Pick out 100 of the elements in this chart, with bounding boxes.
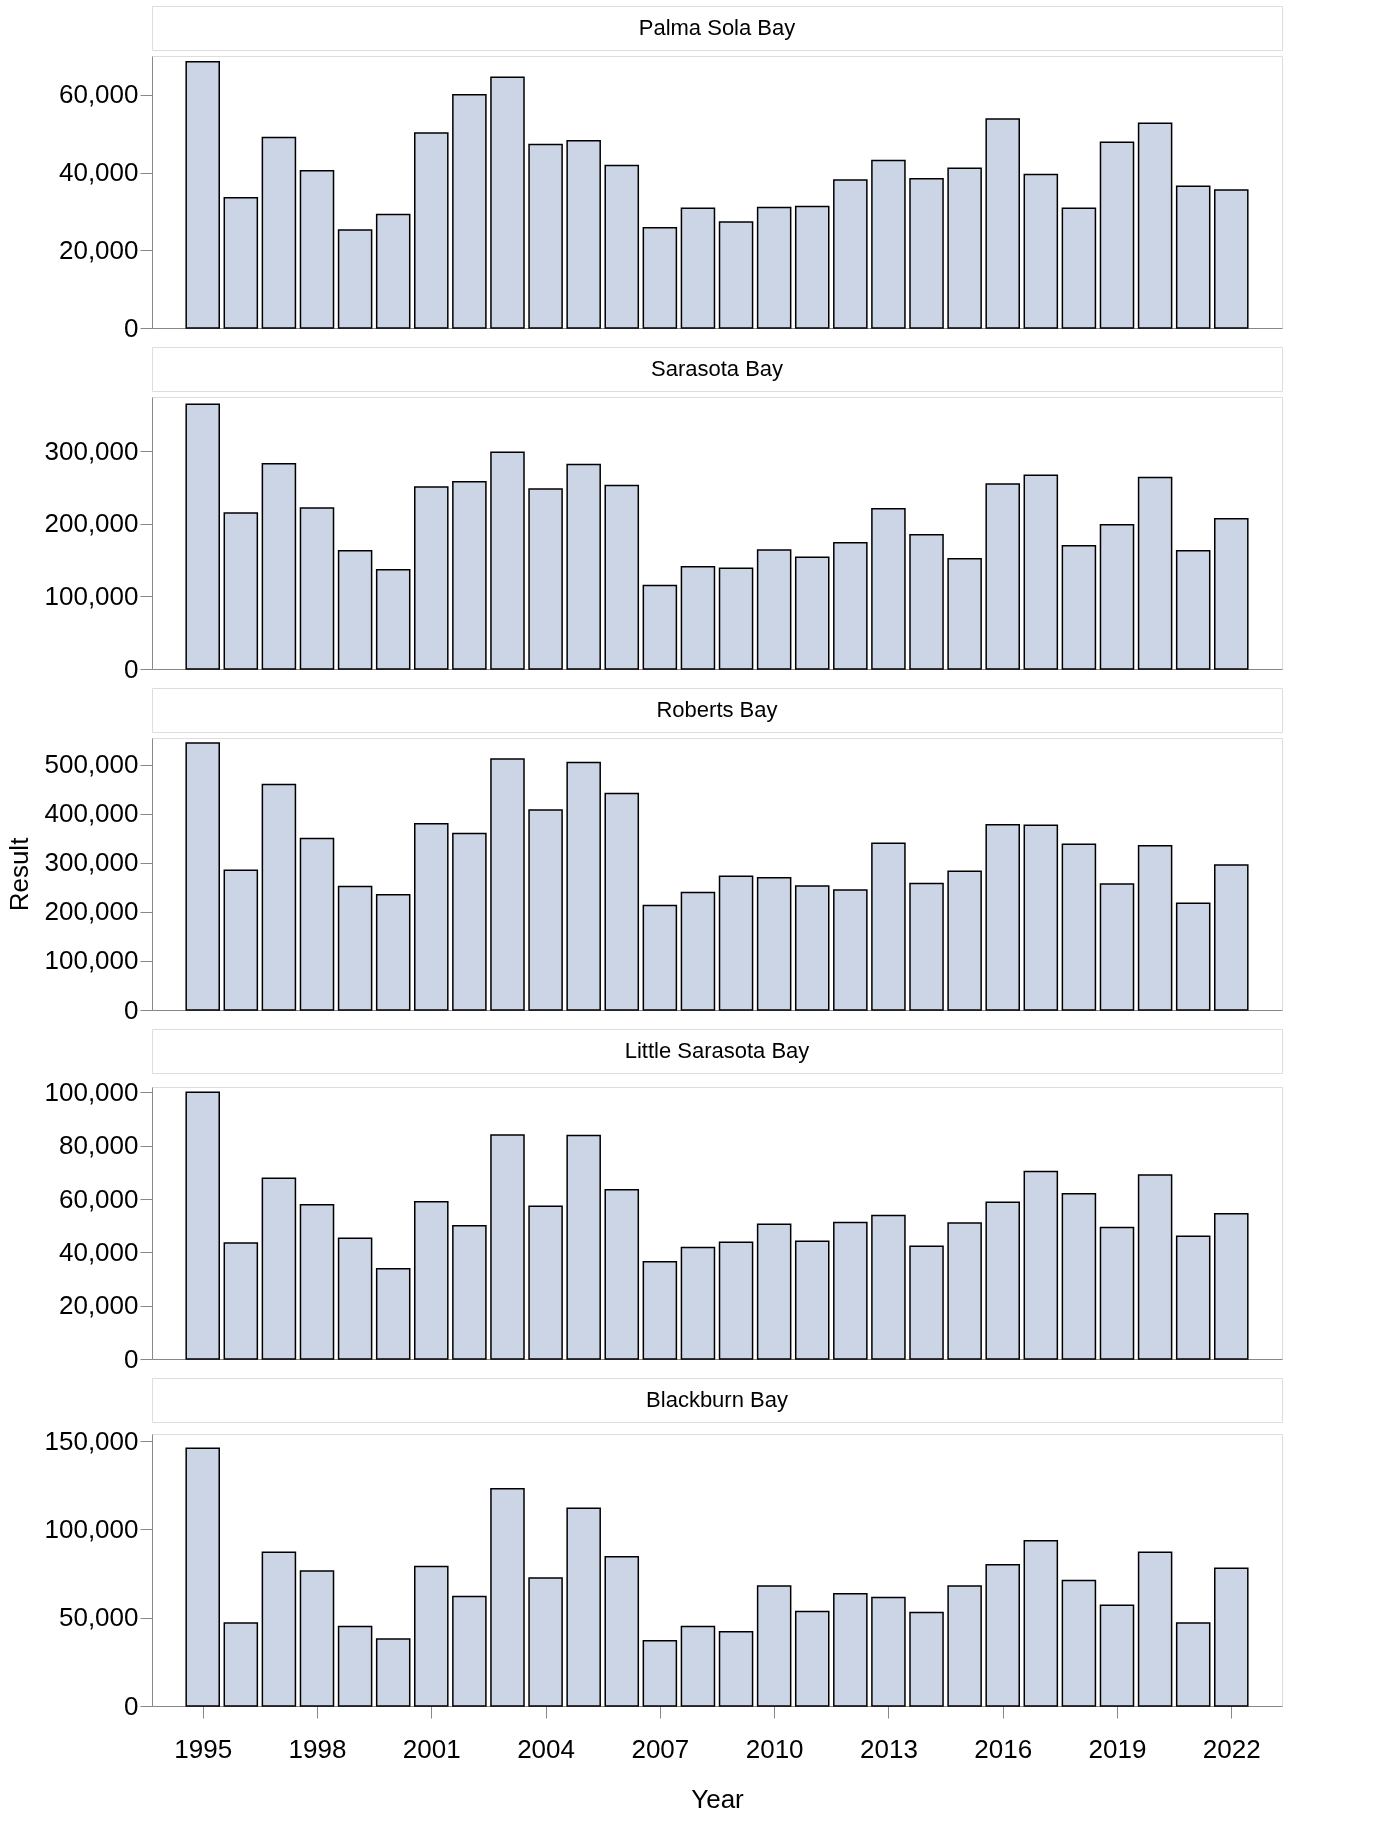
bar	[947, 558, 982, 670]
bar	[185, 1447, 220, 1707]
bar	[604, 164, 640, 329]
bar	[1137, 122, 1173, 329]
bar	[871, 159, 906, 329]
bar	[1214, 1212, 1249, 1360]
bar	[1023, 1540, 1059, 1707]
bar	[833, 889, 868, 1011]
bar	[1137, 1551, 1173, 1707]
y-tick-label: 500,000	[44, 749, 139, 780]
bar	[794, 885, 830, 1011]
bar	[566, 1134, 601, 1360]
x-axis-title: Year	[691, 1783, 745, 1814]
bar	[604, 484, 640, 670]
bar	[528, 488, 563, 670]
y-tick-label: 0	[124, 1690, 139, 1721]
bar	[1061, 207, 1097, 329]
bar	[909, 178, 944, 329]
bar	[680, 1246, 716, 1360]
bar	[1214, 864, 1249, 1011]
bar	[223, 1622, 259, 1707]
bar	[185, 403, 220, 670]
bar	[1061, 843, 1097, 1011]
y-tick-label: 200,000	[44, 896, 139, 927]
bar	[414, 1565, 449, 1707]
bar	[718, 1631, 754, 1707]
bar	[566, 139, 601, 329]
chart-title: Little Sarasota Bay	[624, 1038, 810, 1063]
bar	[1061, 544, 1097, 670]
y-tick-label: 400,000	[44, 798, 139, 829]
bar	[337, 1237, 373, 1360]
bar	[414, 486, 449, 670]
x-tick-label: 2016	[974, 1733, 1033, 1764]
bar	[337, 550, 373, 670]
bar	[1099, 883, 1135, 1011]
bar	[375, 568, 411, 670]
bar	[490, 451, 525, 670]
bar	[642, 1260, 678, 1360]
bar	[337, 1625, 373, 1707]
bar	[490, 76, 525, 329]
bar	[528, 1577, 563, 1707]
bar	[947, 1585, 982, 1707]
y-tick-label: 80,000	[58, 1130, 139, 1161]
bar	[1137, 845, 1173, 1011]
bar	[337, 885, 373, 1011]
bar	[871, 1214, 906, 1360]
bar	[566, 1507, 601, 1707]
bar	[1214, 1567, 1249, 1707]
bar	[1175, 1622, 1211, 1707]
bar	[1023, 474, 1059, 670]
bar	[756, 876, 792, 1011]
y-tick-label: 50,000	[58, 1602, 139, 1633]
bar	[1175, 185, 1211, 329]
bar	[871, 507, 906, 670]
bar	[1023, 824, 1059, 1011]
bar	[223, 512, 259, 670]
bar	[1099, 1226, 1135, 1360]
y-tick-label: 100,000	[44, 945, 139, 976]
y-tick-label: 300,000	[44, 435, 139, 466]
x-tick-label: 2001	[402, 1733, 461, 1764]
y-tick-label: 0	[124, 312, 139, 343]
bar	[452, 1595, 487, 1707]
bar	[756, 1585, 792, 1707]
y-tick-label: 100,000	[44, 1076, 139, 1107]
bar	[909, 1245, 944, 1360]
bar	[1175, 550, 1211, 670]
bar	[223, 869, 259, 1011]
bar	[756, 549, 792, 670]
bar	[642, 227, 678, 329]
bar	[299, 169, 335, 329]
bar	[833, 542, 868, 670]
x-tick-label: 2004	[517, 1733, 575, 1764]
y-tick-label: 100,000	[44, 580, 139, 611]
bar	[642, 1639, 678, 1707]
bar	[833, 1593, 868, 1707]
bar	[490, 1488, 525, 1707]
bar	[1214, 189, 1249, 329]
y-tick-label: 20,000	[58, 234, 139, 265]
x-tick-label: 2019	[1088, 1733, 1147, 1764]
bar	[566, 761, 601, 1011]
y-tick-label: 40,000	[58, 1236, 139, 1267]
bar	[452, 1224, 487, 1360]
bar	[261, 462, 297, 670]
bar	[490, 1134, 525, 1360]
bar	[566, 463, 601, 670]
y-tick-label: 0	[124, 1343, 139, 1374]
y-tick-label: 300,000	[44, 847, 139, 878]
bar	[871, 1596, 906, 1707]
bar	[718, 875, 754, 1011]
bar	[452, 832, 487, 1011]
chart-title: Blackburn Bay	[646, 1387, 788, 1412]
bar	[680, 207, 716, 329]
bar	[794, 205, 830, 329]
bar	[528, 143, 563, 329]
bar	[261, 1551, 297, 1707]
bar	[375, 1268, 411, 1360]
y-tick-label: 60,000	[58, 79, 139, 110]
x-tick-label: 2007	[631, 1733, 690, 1764]
bar	[642, 584, 678, 670]
bar	[756, 1223, 792, 1360]
